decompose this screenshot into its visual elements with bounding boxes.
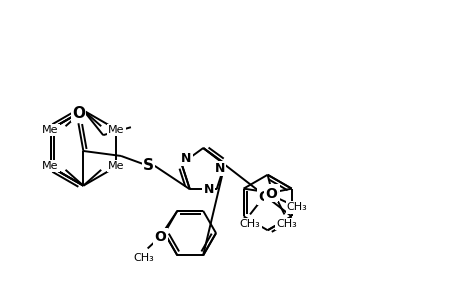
Text: Me: Me (42, 125, 58, 135)
Text: O: O (72, 106, 85, 121)
Text: O: O (154, 230, 166, 244)
Text: N: N (214, 162, 224, 175)
Text: O: O (265, 187, 277, 201)
Text: Me: Me (108, 125, 124, 135)
Text: O: O (266, 186, 278, 200)
Text: O: O (257, 190, 269, 204)
Text: Me: Me (108, 161, 124, 171)
Text: Me: Me (42, 161, 58, 171)
Text: N: N (181, 152, 191, 165)
Text: CH₃: CH₃ (275, 219, 296, 229)
Text: CH₃: CH₃ (286, 202, 307, 212)
Text: CH₃: CH₃ (239, 219, 260, 229)
Text: N: N (203, 183, 213, 196)
Text: CH₃: CH₃ (133, 254, 154, 263)
Text: S: S (143, 158, 154, 173)
